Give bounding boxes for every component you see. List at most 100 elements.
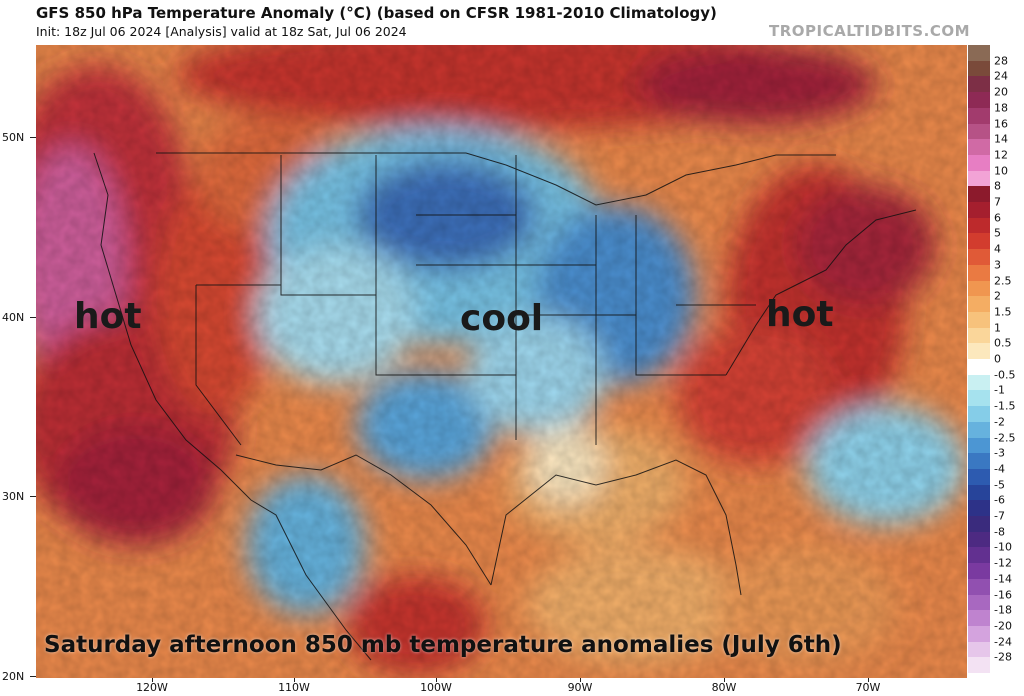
colorbar-tick-label: -7 [994,509,1005,523]
colorbar-swatch [968,641,990,658]
colorbar-swatch [968,500,990,517]
colorbar-tick-label: 24 [994,69,1008,83]
colorbar-swatch [968,406,990,423]
colorbar-swatch [968,264,990,281]
colorbar-tick-label: 5 [994,226,1001,240]
lat-label-30n: 30N [2,490,25,503]
lon-label-80w: 80W [711,681,737,694]
colorbar-tick-label: -10 [994,540,1012,554]
colorbar-swatch [968,327,990,344]
colorbar-tick-label: -20 [994,619,1012,633]
colorbar-swatch [968,516,990,533]
colorbar-tick-label: 12 [994,148,1008,162]
colorbar-tick-label: -0.5 [994,368,1016,382]
colorbar-tick-label: -8 [994,525,1005,539]
colorbar-swatch [968,359,990,376]
colorbar-tick-label: 6 [994,211,1001,225]
colorbar-tick-label: 16 [994,117,1008,130]
colorbar-swatch [968,563,990,580]
colorbar-tick-label: 14 [994,132,1008,146]
colorbar-tick-label: 0.5 [994,336,1012,350]
hot-west-label: hot [74,296,142,337]
colorbar-tick-label: -2.5 [994,431,1016,444]
colorbar-tick-label: 3 [994,258,1001,272]
colorbar-swatch [968,547,990,564]
colorbar-tick-label: 2.5 [994,274,1012,287]
colorbar-swatch [968,531,990,548]
political-boundaries [93,152,917,661]
colorbar-tick-label: -1 [994,383,1005,397]
colorbar-tick-label: 1.5 [994,305,1012,319]
colorbar-swatch [968,60,990,77]
colorbar-swatch [968,421,990,438]
colorbar-tick-label: 8 [994,179,1001,193]
colorbar-tick-label: 18 [994,101,1008,115]
lon-label-100w: 100W [420,681,452,694]
colorbar-swatch [968,154,990,172]
colorbar-tick-label: -12 [994,556,1012,570]
colorbar-swatch [968,170,990,187]
colorbar-swatch [968,139,990,156]
colorbar-swatch [968,123,990,140]
colorbar-swatch [968,343,990,360]
colorbar-tick-label: 0 [994,352,1001,366]
colorbar-swatch [968,107,990,124]
colorbar-swatch [968,657,990,674]
map-caption: Saturday afternoon 850 mb temperature an… [44,632,842,658]
colorbar-tick-label: -2 [994,415,1005,429]
lat-label-40n: 40N [2,311,25,324]
colorbar-tick-label: 10 [994,164,1008,178]
lat-label-50n: 50N [2,131,25,144]
colorbar-swatch [968,202,990,219]
colorbar-tick-label: -28 [994,650,1012,664]
cool-center-label: cool [460,298,544,339]
lon-label-90w: 90W [567,681,593,694]
lon-label-110w: 110W [278,681,310,694]
colorbar-swatch [968,390,990,407]
lon-label-70w: 70W [855,681,881,694]
colorbar [968,45,990,674]
colorbar-swatch [968,594,990,611]
colorbar-swatch [968,217,990,234]
lat-label-20n: 20N [2,670,25,683]
colorbar-swatch [968,296,990,313]
colorbar-tick-label: 20 [994,85,1008,99]
hot-east-label: hot [766,294,834,335]
colorbar-tick-label: 2 [994,289,1001,303]
colorbar-swatch [968,437,990,454]
colorbar-cap [968,45,990,61]
colorbar-tick-label: -24 [994,635,1012,649]
colorbar-swatch [968,468,990,486]
colorbar-tick-label: -18 [994,603,1012,617]
colorbar-swatch [968,186,990,203]
colorbar-tick-label: 4 [994,242,1001,256]
colorbar-tick-label: 1 [994,321,1001,335]
colorbar-tick-label: -3 [994,446,1005,460]
colorbar-tick-label: -16 [994,588,1012,601]
colorbar-tick-label: -5 [994,478,1005,492]
map-title: GFS 850 hPa Temperature Anomaly (°C) (ba… [36,4,717,22]
colorbar-tick-label: 28 [994,54,1008,68]
colorbar-tick-label: -6 [994,493,1005,507]
anomaly-field [36,45,967,678]
colorbar-swatch [968,625,990,643]
colorbar-swatch [968,92,990,109]
colorbar-swatch [968,610,990,627]
colorbar-swatch [968,374,990,391]
map-subtitle: Init: 18z Jul 06 2024 [Analysis] valid a… [36,24,407,39]
anomaly-map [36,45,967,678]
colorbar-swatch [968,578,990,595]
colorbar-swatch [968,76,990,93]
colorbar-tick-label: -14 [994,572,1012,586]
colorbar-swatch [968,280,990,297]
credit-watermark: TROPICALTIDBITS.COM [769,22,970,40]
colorbar-swatch [968,233,990,250]
colorbar-swatch [968,249,990,266]
colorbar-swatch [968,311,990,329]
colorbar-swatch [968,484,990,501]
colorbar-tick-label: 7 [994,195,1001,209]
lon-label-120w: 120W [136,681,168,694]
colorbar-tick-label: -1.5 [994,399,1016,413]
colorbar-swatch [968,453,990,470]
colorbar-tick-label: -4 [994,462,1005,476]
